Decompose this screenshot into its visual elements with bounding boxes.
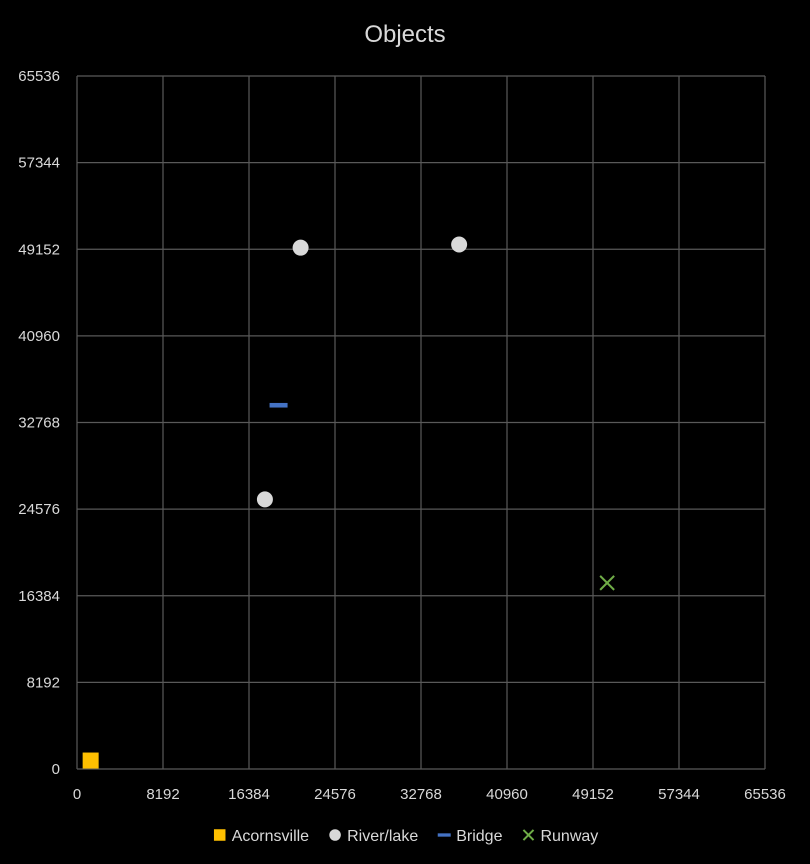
y-tick-label: 40960 — [18, 328, 60, 345]
river-lake-point — [256, 491, 273, 508]
runway-point — [599, 575, 615, 591]
acornsville-point — [82, 752, 99, 769]
y-axis-tick-labels: 0 8192 16384 24576 32768 40960 49152 57344 65536 — [18, 68, 60, 778]
legend: Acornsville River/lake Bridge Runway — [213, 828, 598, 845]
y-tick-label: 57344 — [18, 155, 60, 172]
x-tick-label: 65536 — [744, 786, 786, 803]
grid-lines — [76, 75, 766, 770]
river-lake-legend-icon — [329, 829, 341, 841]
y-tick-label: 24576 — [18, 501, 60, 518]
bridge-legend-icon — [437, 833, 451, 837]
data-points — [82, 236, 615, 769]
legend-label: River/lake — [347, 828, 418, 845]
legend-label: Acornsville — [232, 828, 309, 845]
y-tick-label: 16384 — [18, 588, 60, 605]
legend-item-bridge: Bridge — [437, 828, 503, 845]
x-tick-label: 24576 — [314, 786, 356, 803]
river-lake-point — [292, 239, 309, 256]
chart-title: Objects — [364, 21, 445, 48]
legend-item-acornsville: Acornsville — [213, 828, 309, 845]
y-tick-label: 8192 — [27, 674, 60, 691]
x-tick-label: 40960 — [486, 786, 528, 803]
x-tick-label: 32768 — [400, 786, 442, 803]
y-tick-label: 65536 — [18, 68, 60, 85]
x-tick-label: 0 — [73, 786, 81, 803]
x-tick-label: 57344 — [658, 786, 700, 803]
x-tick-label: 49152 — [572, 786, 614, 803]
river-lake-point — [451, 236, 468, 253]
y-tick-label: 32768 — [18, 415, 60, 432]
legend-item-runway: Runway — [522, 828, 598, 845]
runway-legend-icon — [522, 829, 535, 841]
bridge-point — [269, 402, 288, 408]
legend-label: Bridge — [456, 828, 502, 845]
y-tick-label: 0 — [52, 761, 60, 778]
x-tick-label: 16384 — [228, 786, 270, 803]
x-tick-label: 8192 — [146, 786, 179, 803]
acornsville-legend-icon — [213, 829, 226, 841]
x-axis-tick-labels: 0 8192 16384 24576 32768 40960 49152 57344 65536 — [73, 786, 786, 803]
legend-label: Runway — [540, 828, 598, 845]
y-tick-label: 49152 — [18, 241, 60, 258]
legend-item-river-lake: River/lake — [329, 828, 418, 845]
